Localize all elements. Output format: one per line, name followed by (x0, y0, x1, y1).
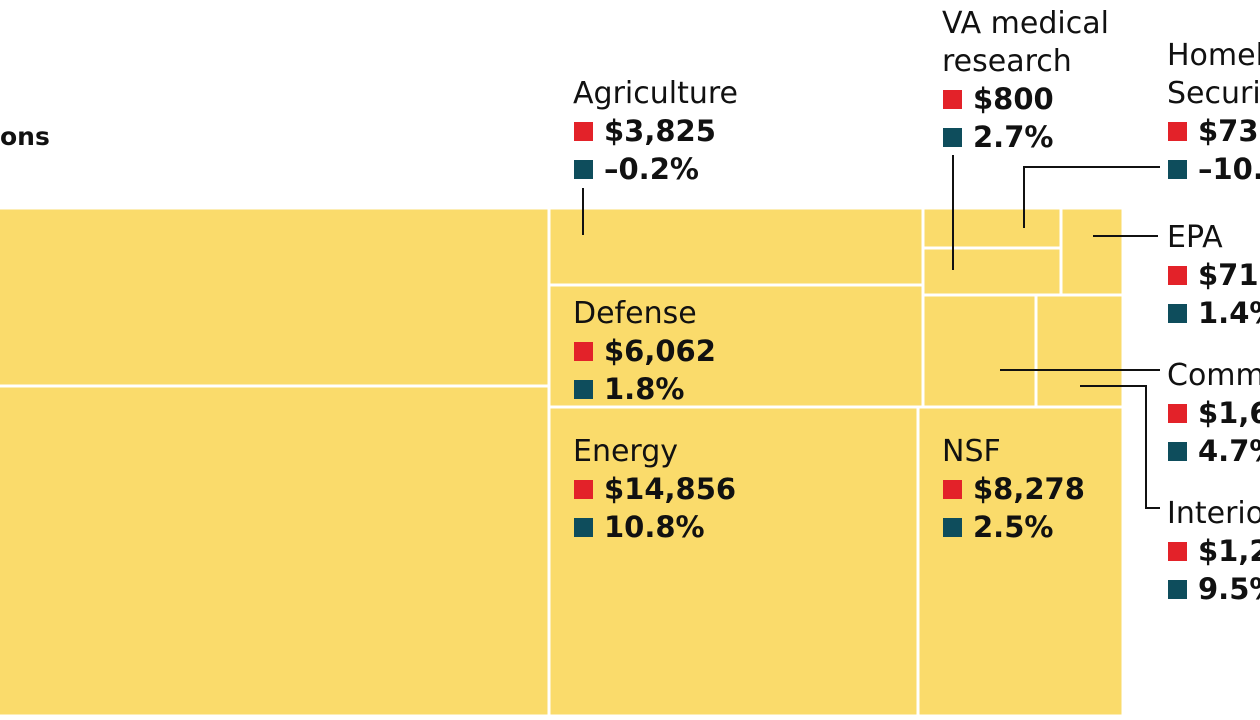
label-agriculture: Agriculture$3,825 –0.2% (573, 76, 738, 186)
category-name: VA medical (942, 6, 1109, 41)
amount-value: $716 (1198, 258, 1260, 292)
cell-defense (547, 283, 925, 409)
cell-energy (547, 405, 920, 718)
category-name: Energy (573, 434, 678, 469)
category-name: Agriculture (573, 76, 738, 111)
change-marker (1168, 580, 1187, 599)
amount-marker (574, 480, 593, 499)
cell-left-top (0, 206, 551, 388)
change-value: 10.8% (604, 510, 705, 544)
category-name: Interio (1167, 496, 1260, 531)
change-marker (574, 160, 593, 179)
amount-value: $1,6 (1198, 396, 1260, 430)
amount-marker (1168, 404, 1187, 423)
change-marker (574, 380, 593, 399)
amount-marker (943, 90, 962, 109)
change-marker (574, 518, 593, 537)
change-marker (1168, 304, 1187, 323)
cell-homeland-security (921, 206, 1063, 250)
category-name: Homel (1167, 38, 1260, 73)
change-value: 9.5% (1198, 572, 1260, 606)
change-marker (1168, 160, 1187, 179)
cell-left-bottom (0, 384, 551, 718)
change-value: 2.7% (973, 120, 1053, 154)
change-marker (1168, 442, 1187, 461)
change-value: 4.7% (1198, 434, 1260, 468)
cell-epa (1059, 206, 1125, 297)
label-energy: Energy$14,856 10.8% (573, 434, 736, 544)
category-name: EPA (1167, 220, 1223, 255)
category-name: Defense (573, 296, 697, 331)
amount-value: $8,278 (973, 472, 1085, 506)
category-name: Securi (1167, 76, 1260, 111)
leader-homeland-security (1023, 166, 1160, 228)
cell-va-medical-research (921, 246, 1063, 297)
amount-marker (1168, 266, 1187, 285)
change-value: 2.5% (973, 510, 1053, 544)
leader-interior (1080, 385, 1160, 509)
header-fragment: ons (0, 122, 50, 151)
category-name: NSF (942, 434, 1001, 469)
change-value: –10. (1198, 152, 1260, 186)
change-value: –0.2% (604, 152, 699, 186)
amount-value: $14,856 (604, 472, 736, 506)
change-value: 1.8% (604, 372, 684, 406)
amount-value: $1,2 (1198, 534, 1260, 568)
change-marker (943, 518, 962, 537)
change-marker (943, 128, 962, 147)
amount-value: $3,825 (604, 114, 716, 148)
category-name: research (942, 44, 1072, 79)
amount-value: $800 (973, 82, 1054, 116)
amount-value: $6,062 (604, 334, 716, 368)
category-name: Comm (1167, 358, 1260, 393)
amount-marker (1168, 122, 1187, 141)
label-epa: EPA$716 1.4% (1167, 220, 1260, 330)
cell-commerce (921, 293, 1038, 409)
cell-interior (1034, 293, 1125, 409)
label-nsf: NSF$8,278 2.5% (942, 434, 1085, 544)
change-value: 1.4% (1198, 296, 1260, 330)
amount-marker (574, 122, 593, 141)
amount-marker (1168, 542, 1187, 561)
amount-marker (574, 342, 593, 361)
amount-value: $737 (1198, 114, 1260, 148)
amount-marker (943, 480, 962, 499)
label-interio: Interio$1,2 9.5% (1167, 496, 1260, 606)
label-defense: Defense$6,062 1.8% (573, 296, 716, 406)
label-comm: Comm$1,6 4.7% (1167, 358, 1260, 468)
cell-agriculture (547, 206, 925, 287)
